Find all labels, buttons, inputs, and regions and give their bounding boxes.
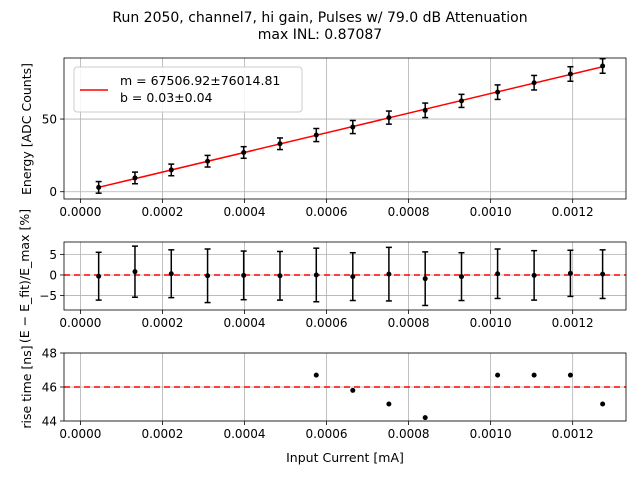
y-axis-label: rise time [ns]: [19, 345, 34, 428]
data-point: [241, 272, 247, 278]
title-line-1: Run 2050, channel7, hi gain, Pulses w/ 7…: [112, 10, 527, 26]
data-point: [600, 401, 606, 407]
x-tick-label: 0.0006: [306, 316, 348, 330]
data-point: [495, 89, 501, 95]
x-tick-label: 0.0004: [223, 427, 265, 441]
data-point: [422, 107, 428, 113]
data-point: [350, 124, 356, 130]
y-tick-label: 48: [42, 347, 57, 361]
y-tick-label: 5: [49, 248, 57, 262]
data-point: [567, 270, 573, 276]
data-point: [386, 401, 392, 407]
x-tick-label: 0.0012: [552, 427, 594, 441]
x-tick-label: 0.0012: [552, 205, 594, 219]
rise-time-panel: 0.0000 0.0002 0.0004 0.0006 0.0008 0.0010 0.00…: [19, 345, 627, 465]
data-point: [567, 71, 573, 77]
y-axis-label: Energy [ADC Counts]: [19, 63, 34, 195]
x-tick-label: 0.0002: [141, 316, 183, 330]
data-point: [96, 184, 102, 190]
data-point: [277, 141, 283, 147]
x-tick-label: 0.0010: [470, 205, 512, 219]
y-tick-label: 50: [42, 113, 57, 127]
x-tick-label: 0.0006: [306, 205, 348, 219]
data-point: [313, 132, 319, 138]
data-point: [495, 271, 501, 277]
legend-fit-label-slope: m = 67506.92±76014.81: [120, 73, 280, 88]
x-tick-label: 0.0000: [59, 205, 101, 219]
data-point: [531, 80, 537, 86]
data-point: [205, 158, 211, 164]
data-point: [313, 372, 319, 378]
x-tick-label: 0.0008: [388, 205, 430, 219]
x-tick-label: 0.0006: [306, 427, 348, 441]
x-tick-label: 0.0008: [388, 427, 430, 441]
data-point: [277, 273, 283, 279]
data-point: [313, 272, 319, 278]
x-tick-label: 0.0012: [552, 316, 594, 330]
y-tick-label: 44: [42, 415, 57, 429]
data-point: [386, 115, 392, 121]
data-point: [531, 272, 537, 278]
x-tick-label: 0.0002: [141, 427, 183, 441]
data-point: [96, 273, 102, 279]
x-tick-label: 0.0000: [59, 427, 101, 441]
y-axis-label: (E − E_fit)/E_max [%]: [17, 209, 32, 343]
x-tick-label: 0.0008: [388, 316, 430, 330]
y-tick-label: 0: [49, 268, 57, 282]
x-tick-label: 0.0000: [59, 316, 101, 330]
axes-frame: [63, 241, 627, 311]
data-point: [459, 98, 465, 104]
energy-panel: 0.0000 0.0002 0.0004 0.0006 0.0008 0.0010 0.00…: [19, 57, 627, 219]
x-tick-label: 0.0002: [141, 205, 183, 219]
legend-fit-label-intercept: b = 0.03±0.04: [120, 90, 213, 105]
x-axis-label: Input Current [mA]: [286, 450, 404, 465]
data-point: [459, 274, 465, 280]
y-tick-label: 0: [49, 185, 57, 199]
data-point: [495, 372, 501, 378]
data-point: [422, 276, 428, 282]
data-point: [422, 415, 428, 421]
y-tick-label: 46: [42, 381, 57, 395]
title-line-2: max INL: 0.87087: [258, 27, 382, 43]
x-tick-label: 0.0004: [223, 205, 265, 219]
data-point: [350, 387, 356, 393]
residual-panel: 0.0000 0.0002 0.0004 0.0006 0.0008 0.0010 0.00…: [17, 209, 627, 343]
x-tick-label: 0.0010: [470, 316, 512, 330]
axes-frame: [63, 57, 627, 200]
data-point: [168, 271, 174, 277]
data-point: [531, 372, 537, 378]
data-point: [132, 175, 138, 181]
y-tick-label: −5: [39, 289, 57, 303]
data-point: [132, 269, 138, 275]
legend-box: [73, 66, 303, 113]
x-tick-label: 0.0010: [470, 427, 512, 441]
x-tick-label: 0.0004: [223, 316, 265, 330]
data-point: [350, 274, 356, 280]
data-point: [600, 271, 606, 277]
data-point: [567, 372, 573, 378]
data-point: [205, 273, 211, 279]
data-point: [386, 271, 392, 277]
data-point: [241, 149, 247, 155]
data-point: [168, 167, 174, 173]
data-point: [600, 63, 606, 69]
axes-frame: [63, 352, 627, 422]
